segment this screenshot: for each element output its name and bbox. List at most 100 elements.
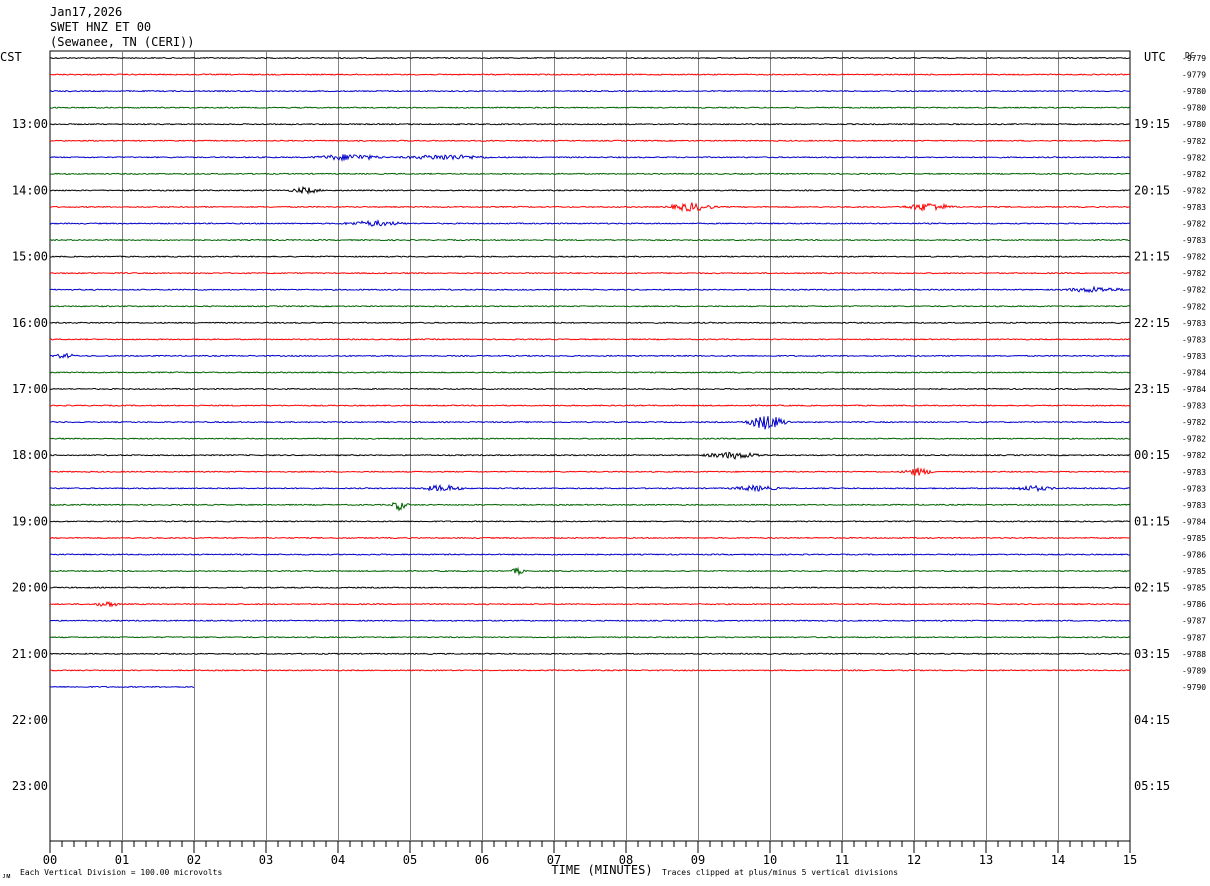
dc-offset-label: -9782 xyxy=(1182,435,1206,444)
dc-offset-label: -9782 xyxy=(1182,451,1206,460)
right-hour-label: 02:15 xyxy=(1134,581,1170,595)
right-hour-label: 03:15 xyxy=(1134,647,1170,661)
dc-offset-label: -9789 xyxy=(1182,666,1206,675)
right-hour-label: 21:15 xyxy=(1134,250,1170,264)
seismic-trace xyxy=(49,404,1131,407)
seismic-trace xyxy=(49,305,1131,308)
seismic-trace xyxy=(49,185,1130,195)
dc-offset-label: -9787 xyxy=(1182,617,1206,626)
left-hour-label: 19:00 xyxy=(12,514,48,528)
left-hour-label: 18:00 xyxy=(12,448,48,462)
dc-offset-label: -9782 xyxy=(1182,153,1206,162)
dc-offset-label: -9783 xyxy=(1182,484,1206,493)
seismic-trace xyxy=(49,338,1131,341)
seismic-trace xyxy=(49,619,1131,622)
left-timezone-label: CST xyxy=(0,50,22,64)
right-hour-label: 05:15 xyxy=(1134,779,1170,793)
seismic-trace xyxy=(49,467,1131,476)
seismic-trace xyxy=(49,352,1131,359)
seismic-trace xyxy=(49,566,1131,577)
seismic-trace xyxy=(49,202,1131,213)
left-hour-label: 20:00 xyxy=(12,581,48,595)
dc-offset-label: -9785 xyxy=(1182,567,1206,576)
station-location: (Sewanee, TN (CERI)) xyxy=(50,35,195,49)
seismic-trace xyxy=(49,172,1131,176)
left-hour-labels: 13:00 14:00 15:00 16:00 17:00 18:00 19:00 20:00… xyxy=(12,117,48,793)
seismic-trace xyxy=(49,238,1131,242)
dc-offset-label: -9780 xyxy=(1182,87,1206,96)
seismic-trace xyxy=(49,451,1131,460)
x-tick-label: 10 xyxy=(763,853,777,867)
x-tick-label: 07 xyxy=(547,853,561,867)
x-tick-label: 08 xyxy=(619,853,633,867)
x-tick-label: 01 xyxy=(115,853,129,867)
left-hour-label: 13:00 xyxy=(12,117,48,131)
dc-offset-label: -9782 xyxy=(1182,220,1206,229)
left-hour-label: 16:00 xyxy=(12,316,48,330)
seismic-trace xyxy=(49,483,1131,493)
seismic-trace xyxy=(49,285,1131,294)
dc-offset-label: -9785 xyxy=(1182,584,1206,593)
plot-date: Jan17,2026 xyxy=(50,5,122,19)
seismic-trace xyxy=(49,536,1131,540)
station-code: SWET HNZ ET 00 xyxy=(50,20,151,34)
seismic-trace xyxy=(49,153,1131,162)
seismic-trace xyxy=(49,685,195,689)
dc-offset-label: -9785 xyxy=(1182,534,1206,543)
x-tick-label: 03 xyxy=(259,853,273,867)
seismic-trace xyxy=(49,73,1131,76)
x-axis-title: TIME (MINUTES) xyxy=(551,863,652,877)
dc-offset-label: -9783 xyxy=(1182,319,1206,328)
seismic-trace xyxy=(49,502,1131,512)
left-hour-label: 14:00 xyxy=(12,183,48,197)
dc-offset-label: -9787 xyxy=(1182,633,1206,642)
x-tick-label: 14 xyxy=(1051,853,1065,867)
right-hour-label: 01:15 xyxy=(1134,514,1170,528)
left-hour-label: 23:00 xyxy=(12,779,48,793)
seismic-trace xyxy=(49,122,1131,126)
seismic-trace xyxy=(49,271,1131,275)
left-hour-label: 17:00 xyxy=(12,382,48,396)
seismic-trace xyxy=(49,553,1131,556)
right-hour-label: 04:15 xyxy=(1134,713,1170,727)
dc-offset-label: -9782 xyxy=(1182,302,1206,311)
x-tick-label: 11 xyxy=(835,853,849,867)
left-hour-label: 15:00 xyxy=(12,250,48,264)
plot-grid xyxy=(49,50,1131,842)
seismic-trace xyxy=(49,601,1131,608)
dc-offset-label: -9786 xyxy=(1182,551,1206,560)
dc-offset-label: -9783 xyxy=(1182,203,1206,212)
dc-offset-labels: -9779 -9779 -9780 -9780 -9780 -9782 -9782 -9782… xyxy=(1182,54,1206,692)
seismic-trace xyxy=(49,416,1131,430)
seismic-trace xyxy=(49,106,1131,109)
right-hour-label: 00:15 xyxy=(1134,448,1170,462)
right-hour-labels: 19:15 20:15 21:15 22:15 23:15 00:15 01:15 02:15… xyxy=(1134,117,1170,793)
seismic-trace xyxy=(49,652,1131,656)
seismic-trace xyxy=(49,669,1131,672)
right-hour-label: 23:15 xyxy=(1134,382,1170,396)
dc-offset-label: -9784 xyxy=(1182,517,1206,526)
right-timezone-label: UTC xyxy=(1144,50,1166,64)
trace-layer xyxy=(49,56,1131,689)
dc-offset-label: -9779 xyxy=(1182,71,1206,80)
x-tick-label: 04 xyxy=(331,853,345,867)
dc-offset-label: -9782 xyxy=(1182,253,1206,262)
seismic-trace xyxy=(49,636,1131,639)
dc-header-label: DC xyxy=(1185,51,1195,60)
x-tick-label: 06 xyxy=(475,853,489,867)
seismic-trace xyxy=(49,371,1131,374)
right-hour-label: 22:15 xyxy=(1134,316,1170,330)
seismic-trace xyxy=(49,89,1131,93)
dc-offset-label: -9780 xyxy=(1182,104,1206,113)
dc-offset-label: -9780 xyxy=(1182,120,1206,129)
dc-offset-label: -9782 xyxy=(1182,269,1206,278)
right-hour-label: 20:15 xyxy=(1134,183,1170,197)
dc-offset-label: -9784 xyxy=(1182,368,1206,377)
x-tick-label: 13 xyxy=(979,853,993,867)
x-tick-label: 09 xyxy=(691,853,705,867)
dc-offset-label: -9782 xyxy=(1182,186,1206,195)
dc-offset-label: -9784 xyxy=(1182,385,1206,394)
seismic-trace xyxy=(49,321,1131,324)
x-tick-label: 05 xyxy=(403,853,417,867)
